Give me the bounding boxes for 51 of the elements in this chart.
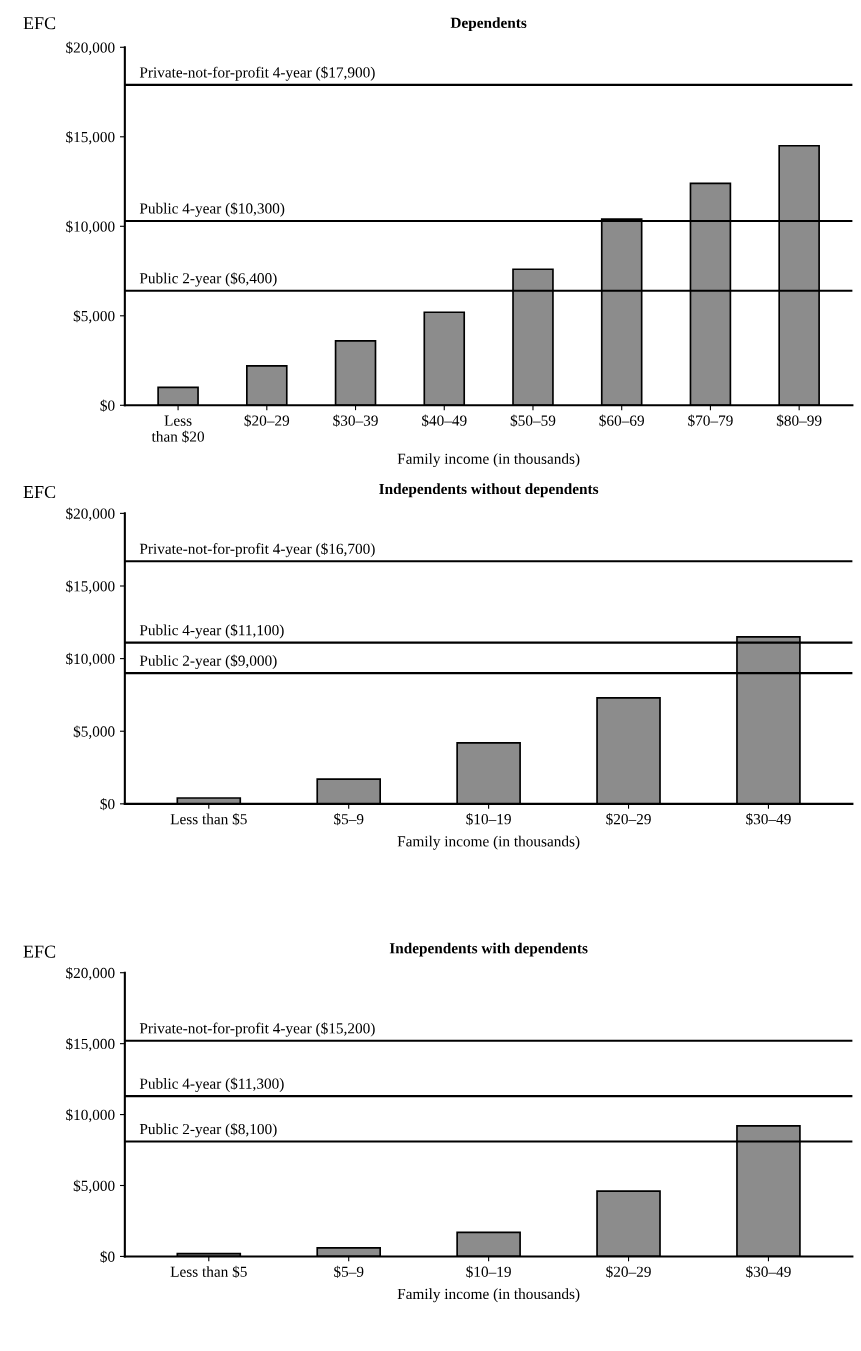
y-tick-label: $10,000 xyxy=(66,652,115,667)
ref-line-label: Public 4-year ($11,300) xyxy=(139,1077,284,1092)
x-axis-title: Family income (in thousands) xyxy=(397,453,580,468)
ref-line-label: Public 2-year ($6,400) xyxy=(139,272,277,287)
x-tick-label: $20–29 xyxy=(244,414,290,427)
ref-line-label: Public 4-year ($10,300) xyxy=(139,202,285,217)
x-tick-label: $5–9 xyxy=(334,1265,364,1278)
ref-line-label: Private-not-for-profit 4-year ($16,700) xyxy=(139,542,375,558)
chart-title: Dependents xyxy=(450,17,527,32)
y-tick-label: $5,000 xyxy=(73,310,115,324)
y-tick-label: $15,000 xyxy=(66,580,115,594)
ref-line-label: Public 2-year ($9,000) xyxy=(139,654,277,669)
x-tick-label: $5–9 xyxy=(334,813,364,826)
x-tick-label: $50–59 xyxy=(510,414,556,427)
x-axis-title: Family income (in thousands) xyxy=(397,1288,580,1303)
y-tick-label: $15,000 xyxy=(66,131,115,145)
y-tick-label: $5,000 xyxy=(73,725,115,739)
x-tick-label: Less than $5 xyxy=(170,1265,247,1278)
ref-line-label: Private-not-for-profit 4-year ($15,200) xyxy=(139,1022,375,1037)
x-tick-label: Less than $5 xyxy=(170,813,247,826)
y-tick-label: $5,000 xyxy=(73,1179,115,1194)
x-tick-label: $20–29 xyxy=(606,1265,651,1278)
x-tick-label: $30–39 xyxy=(333,414,378,427)
y-tick-label: $20,000 xyxy=(66,507,115,522)
chart-title: Independents without dependents xyxy=(379,483,599,498)
y-tick-label: $10,000 xyxy=(66,1108,115,1123)
x-tick-label: $30–49 xyxy=(746,1265,791,1278)
x-tick-label: $10–19 xyxy=(466,1265,511,1278)
x-tick-label: $10–19 xyxy=(466,813,511,826)
x-tick-label: Less than $20 xyxy=(151,415,205,443)
ref-line-label: Public 2-year ($8,100) xyxy=(139,1123,277,1138)
x-tick-label: $40–49 xyxy=(421,414,467,427)
y-tick-label: $0 xyxy=(100,1250,115,1263)
x-tick-label: $30–49 xyxy=(746,813,791,826)
y-tick-label: $0 xyxy=(100,798,115,811)
ref-line-label: Private-not-for-profit 4-year ($17,900) xyxy=(139,66,375,81)
y-axis-title: EFC xyxy=(23,485,56,499)
x-axis-title: Family income (in thousands) xyxy=(397,835,580,850)
ref-line-label: Public 4-year ($11,100) xyxy=(139,624,284,639)
y-tick-label: $15,000 xyxy=(66,1037,115,1052)
y-tick-label: $0 xyxy=(100,399,115,412)
y-tick-label: $20,000 xyxy=(66,41,115,55)
y-axis-title: EFC xyxy=(23,17,56,30)
x-tick-label: $60–69 xyxy=(599,414,644,427)
chart-title: Independents with dependents xyxy=(389,942,588,957)
x-tick-label: $80–99 xyxy=(776,414,822,427)
y-axis-title: EFC xyxy=(23,945,56,958)
y-tick-label: $20,000 xyxy=(66,966,115,981)
x-tick-label: $20–29 xyxy=(606,813,651,826)
x-tick-label: $70–79 xyxy=(688,414,733,427)
y-tick-label: $10,000 xyxy=(66,220,115,234)
